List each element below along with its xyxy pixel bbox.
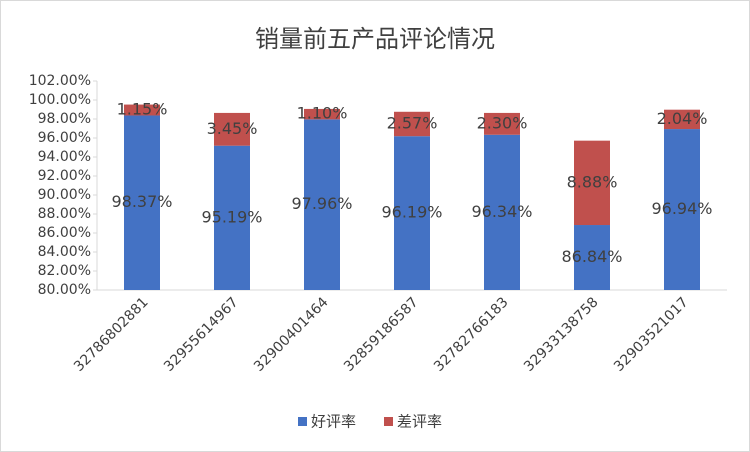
bar bbox=[664, 109, 700, 130]
data-label: 2.30% bbox=[477, 113, 528, 132]
bar bbox=[664, 129, 700, 290]
y-tick-label: 100.00% bbox=[29, 92, 91, 108]
y-tick-label: 88.00% bbox=[38, 206, 91, 222]
legend-label: 好评率 bbox=[311, 413, 356, 431]
chart-title: 销量前五产品评论情况 bbox=[255, 25, 495, 53]
bar bbox=[394, 111, 430, 137]
data-label: 96.19% bbox=[381, 203, 442, 222]
data-label: 96.34% bbox=[471, 202, 532, 221]
y-tick-label: 80.00% bbox=[38, 282, 91, 298]
bar bbox=[484, 112, 520, 135]
legend-swatch bbox=[384, 417, 393, 426]
y-tick-label: 94.00% bbox=[38, 149, 91, 165]
y-tick-label: 92.00% bbox=[38, 168, 91, 184]
data-label: 86.84% bbox=[561, 247, 622, 266]
bar bbox=[214, 145, 250, 290]
data-label: 3.45% bbox=[207, 119, 258, 138]
y-tick-label: 90.00% bbox=[38, 187, 91, 203]
data-label: 2.57% bbox=[387, 113, 438, 132]
bar bbox=[394, 136, 430, 290]
bar bbox=[484, 134, 520, 290]
legend-swatch bbox=[298, 417, 307, 426]
data-label: 96.94% bbox=[651, 199, 712, 218]
legend-label: 差评率 bbox=[397, 413, 442, 431]
data-label: 1.10% bbox=[297, 104, 348, 123]
bar bbox=[304, 119, 340, 290]
bar bbox=[574, 225, 610, 290]
y-tick-label: 84.00% bbox=[38, 244, 91, 260]
y-tick-label: 96.00% bbox=[38, 130, 91, 146]
y-tick-label: 98.00% bbox=[38, 111, 91, 127]
data-label: 8.88% bbox=[567, 172, 618, 191]
bar bbox=[304, 108, 340, 120]
bar bbox=[124, 115, 160, 290]
data-label: 98.37% bbox=[111, 192, 172, 211]
data-label: 97.96% bbox=[291, 194, 352, 213]
y-tick-label: 86.00% bbox=[38, 225, 91, 241]
y-tick-label: 82.00% bbox=[38, 263, 91, 279]
data-label: 2.04% bbox=[657, 109, 708, 128]
bar bbox=[124, 104, 160, 116]
y-tick-label: 102.00% bbox=[29, 73, 91, 89]
bar bbox=[214, 112, 250, 146]
data-label: 95.19% bbox=[201, 207, 262, 226]
data-label: 1.15% bbox=[117, 100, 168, 119]
bar bbox=[574, 140, 610, 226]
